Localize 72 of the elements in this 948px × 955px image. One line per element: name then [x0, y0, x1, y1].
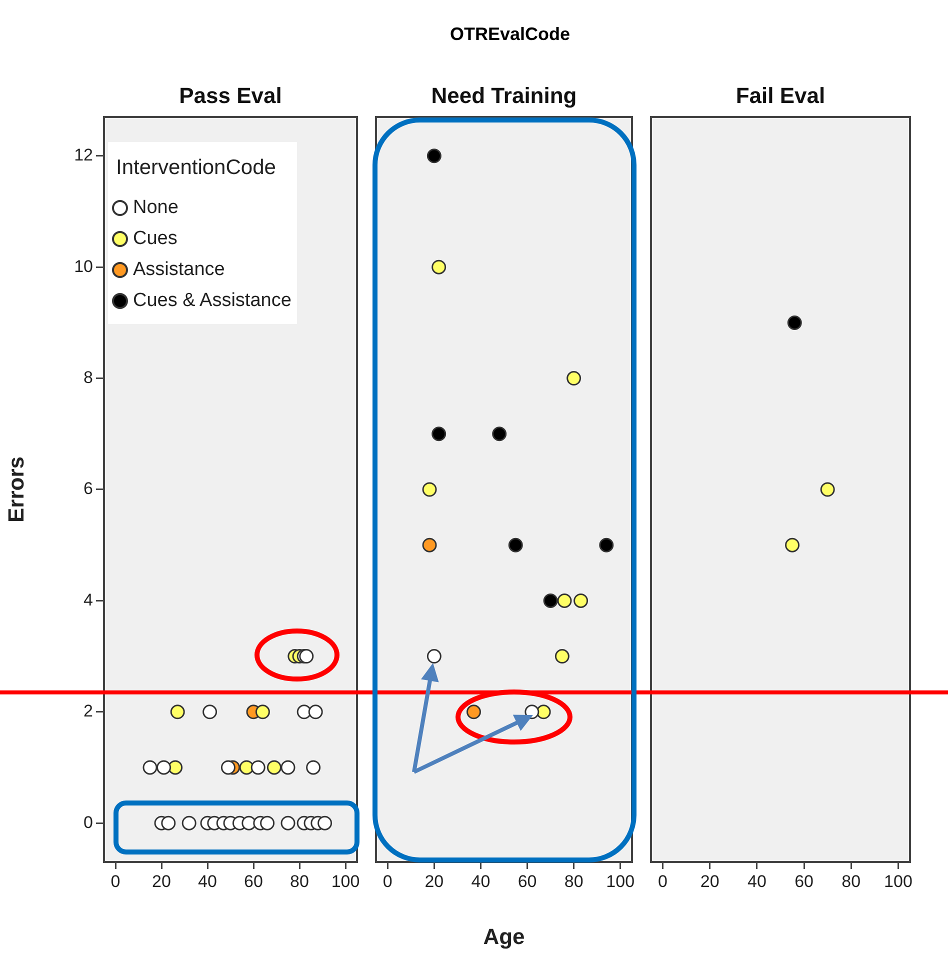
x-tick-label: 80 [564, 872, 584, 891]
x-tick-label: 60 [244, 872, 263, 891]
x-tick-label: 20 [700, 872, 720, 891]
x-tick-label: 0 [110, 872, 120, 891]
x-tick-label: 40 [198, 872, 217, 891]
point [508, 538, 523, 552]
point [255, 704, 270, 720]
y-tick-label: 2 [84, 702, 93, 721]
point [220, 760, 236, 775]
chart-title: Fail Eval [736, 83, 826, 108]
y-axis-title: Errors [3, 456, 28, 523]
point [242, 816, 256, 830]
point [422, 538, 437, 552]
point [296, 704, 312, 720]
point [557, 593, 572, 608]
point [492, 426, 507, 442]
y-tick-label: 0 [84, 812, 93, 832]
point [266, 760, 282, 775]
x-tick-label: 20 [424, 872, 444, 891]
x-tick-label: 100 [884, 872, 912, 891]
x-tick-label: 40 [747, 872, 766, 891]
legend-label: Assistance [133, 258, 225, 280]
x-tick-label: 80 [290, 872, 309, 891]
point [142, 760, 158, 775]
point [432, 260, 446, 274]
x-tick-label: 60 [518, 872, 537, 891]
legend-label: None [133, 196, 178, 218]
point [318, 816, 332, 830]
y-tick-label: 8 [84, 368, 93, 387]
x-tick-label: 100 [331, 872, 360, 891]
x-tick-label: 0 [658, 872, 668, 891]
point [156, 760, 172, 775]
x-tick-label: 60 [794, 872, 814, 891]
legend-title: InterventionCode [116, 156, 277, 180]
point [250, 760, 266, 775]
point [161, 816, 176, 830]
legend-label: Cues [133, 228, 178, 250]
point [168, 760, 183, 775]
point [466, 704, 481, 720]
x-tick-label: 20 [152, 872, 171, 891]
x-tick-label: 80 [842, 872, 861, 891]
point [280, 816, 296, 830]
point [306, 760, 321, 775]
point [574, 593, 588, 608]
point [280, 760, 296, 775]
point [182, 816, 196, 830]
point [599, 538, 614, 552]
point [554, 649, 570, 664]
point [432, 426, 446, 442]
point [239, 760, 254, 775]
y-tick-label: 6 [84, 479, 93, 498]
point [202, 704, 218, 720]
point [536, 704, 551, 720]
x-axis-title: Age [483, 924, 525, 949]
legend-label: Cues & Assistance [133, 290, 292, 312]
point [543, 593, 558, 608]
text: OTREvalCode [450, 24, 570, 45]
chart-title: Pass Eval [179, 83, 282, 108]
y-tick-label: 10 [74, 256, 93, 276]
chart-title: Need Training [431, 83, 577, 108]
x-tick-label: 40 [471, 872, 490, 891]
point [566, 371, 582, 386]
point [426, 148, 442, 164]
point [260, 816, 275, 830]
y-tick-label: 4 [84, 590, 93, 610]
x-tick-label: 0 [382, 872, 392, 891]
y-tick-label: 12 [74, 146, 93, 165]
point [426, 649, 442, 664]
point [308, 704, 323, 720]
x-tick-label: 100 [606, 872, 635, 891]
point [170, 704, 185, 720]
point [422, 482, 437, 497]
